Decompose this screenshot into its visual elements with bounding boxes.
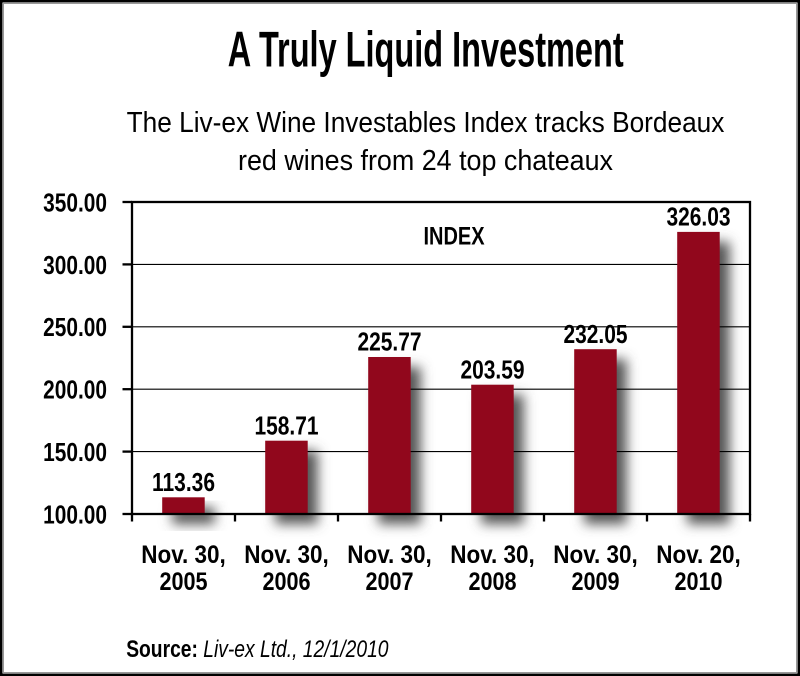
svg-text:Source: Liv-ex Ltd., 12/1/2010: Source: Liv-ex Ltd., 12/1/2010 — [126, 635, 388, 663]
svg-text:225.77: 225.77 — [357, 329, 421, 358]
svg-text:158.71: 158.71 — [254, 412, 318, 441]
svg-text:2008: 2008 — [468, 568, 516, 596]
svg-text:250.00: 250.00 — [43, 313, 107, 342]
svg-text:Nov. 30,: Nov. 30, — [553, 541, 638, 569]
svg-text:113.36: 113.36 — [152, 469, 215, 498]
svg-text:2009: 2009 — [571, 568, 619, 596]
svg-text:Nov. 30,: Nov. 30, — [141, 541, 226, 569]
svg-text:232.05: 232.05 — [563, 321, 627, 350]
svg-text:INDEX: INDEX — [423, 222, 484, 250]
svg-text:Nov. 30,: Nov. 30, — [347, 541, 432, 569]
svg-text:300.00: 300.00 — [43, 251, 107, 280]
svg-text:2010: 2010 — [674, 568, 722, 596]
svg-text:2006: 2006 — [262, 568, 310, 596]
svg-text:2007: 2007 — [365, 568, 413, 596]
svg-text:100.00: 100.00 — [43, 500, 107, 529]
svg-text:Nov. 30,: Nov. 30, — [244, 541, 329, 569]
svg-text:2005: 2005 — [159, 568, 207, 596]
svg-text:326.03: 326.03 — [666, 204, 730, 233]
svg-text:350.00: 350.00 — [43, 188, 107, 217]
svg-text:red wines from 24 top chateaux: red wines from 24 top chateaux — [238, 144, 613, 176]
svg-text:Nov. 20,: Nov. 20, — [656, 541, 741, 569]
svg-text:Nov. 30,: Nov. 30, — [450, 541, 535, 569]
svg-text:A Truly Liquid Investment: A Truly Liquid Investment — [228, 21, 624, 77]
svg-text:150.00: 150.00 — [43, 438, 107, 467]
svg-text:200.00: 200.00 — [43, 375, 107, 404]
svg-text:203.59: 203.59 — [460, 356, 524, 385]
svg-text:The Liv-ex Wine Investables In: The Liv-ex Wine Investables Index tracks… — [127, 106, 725, 139]
